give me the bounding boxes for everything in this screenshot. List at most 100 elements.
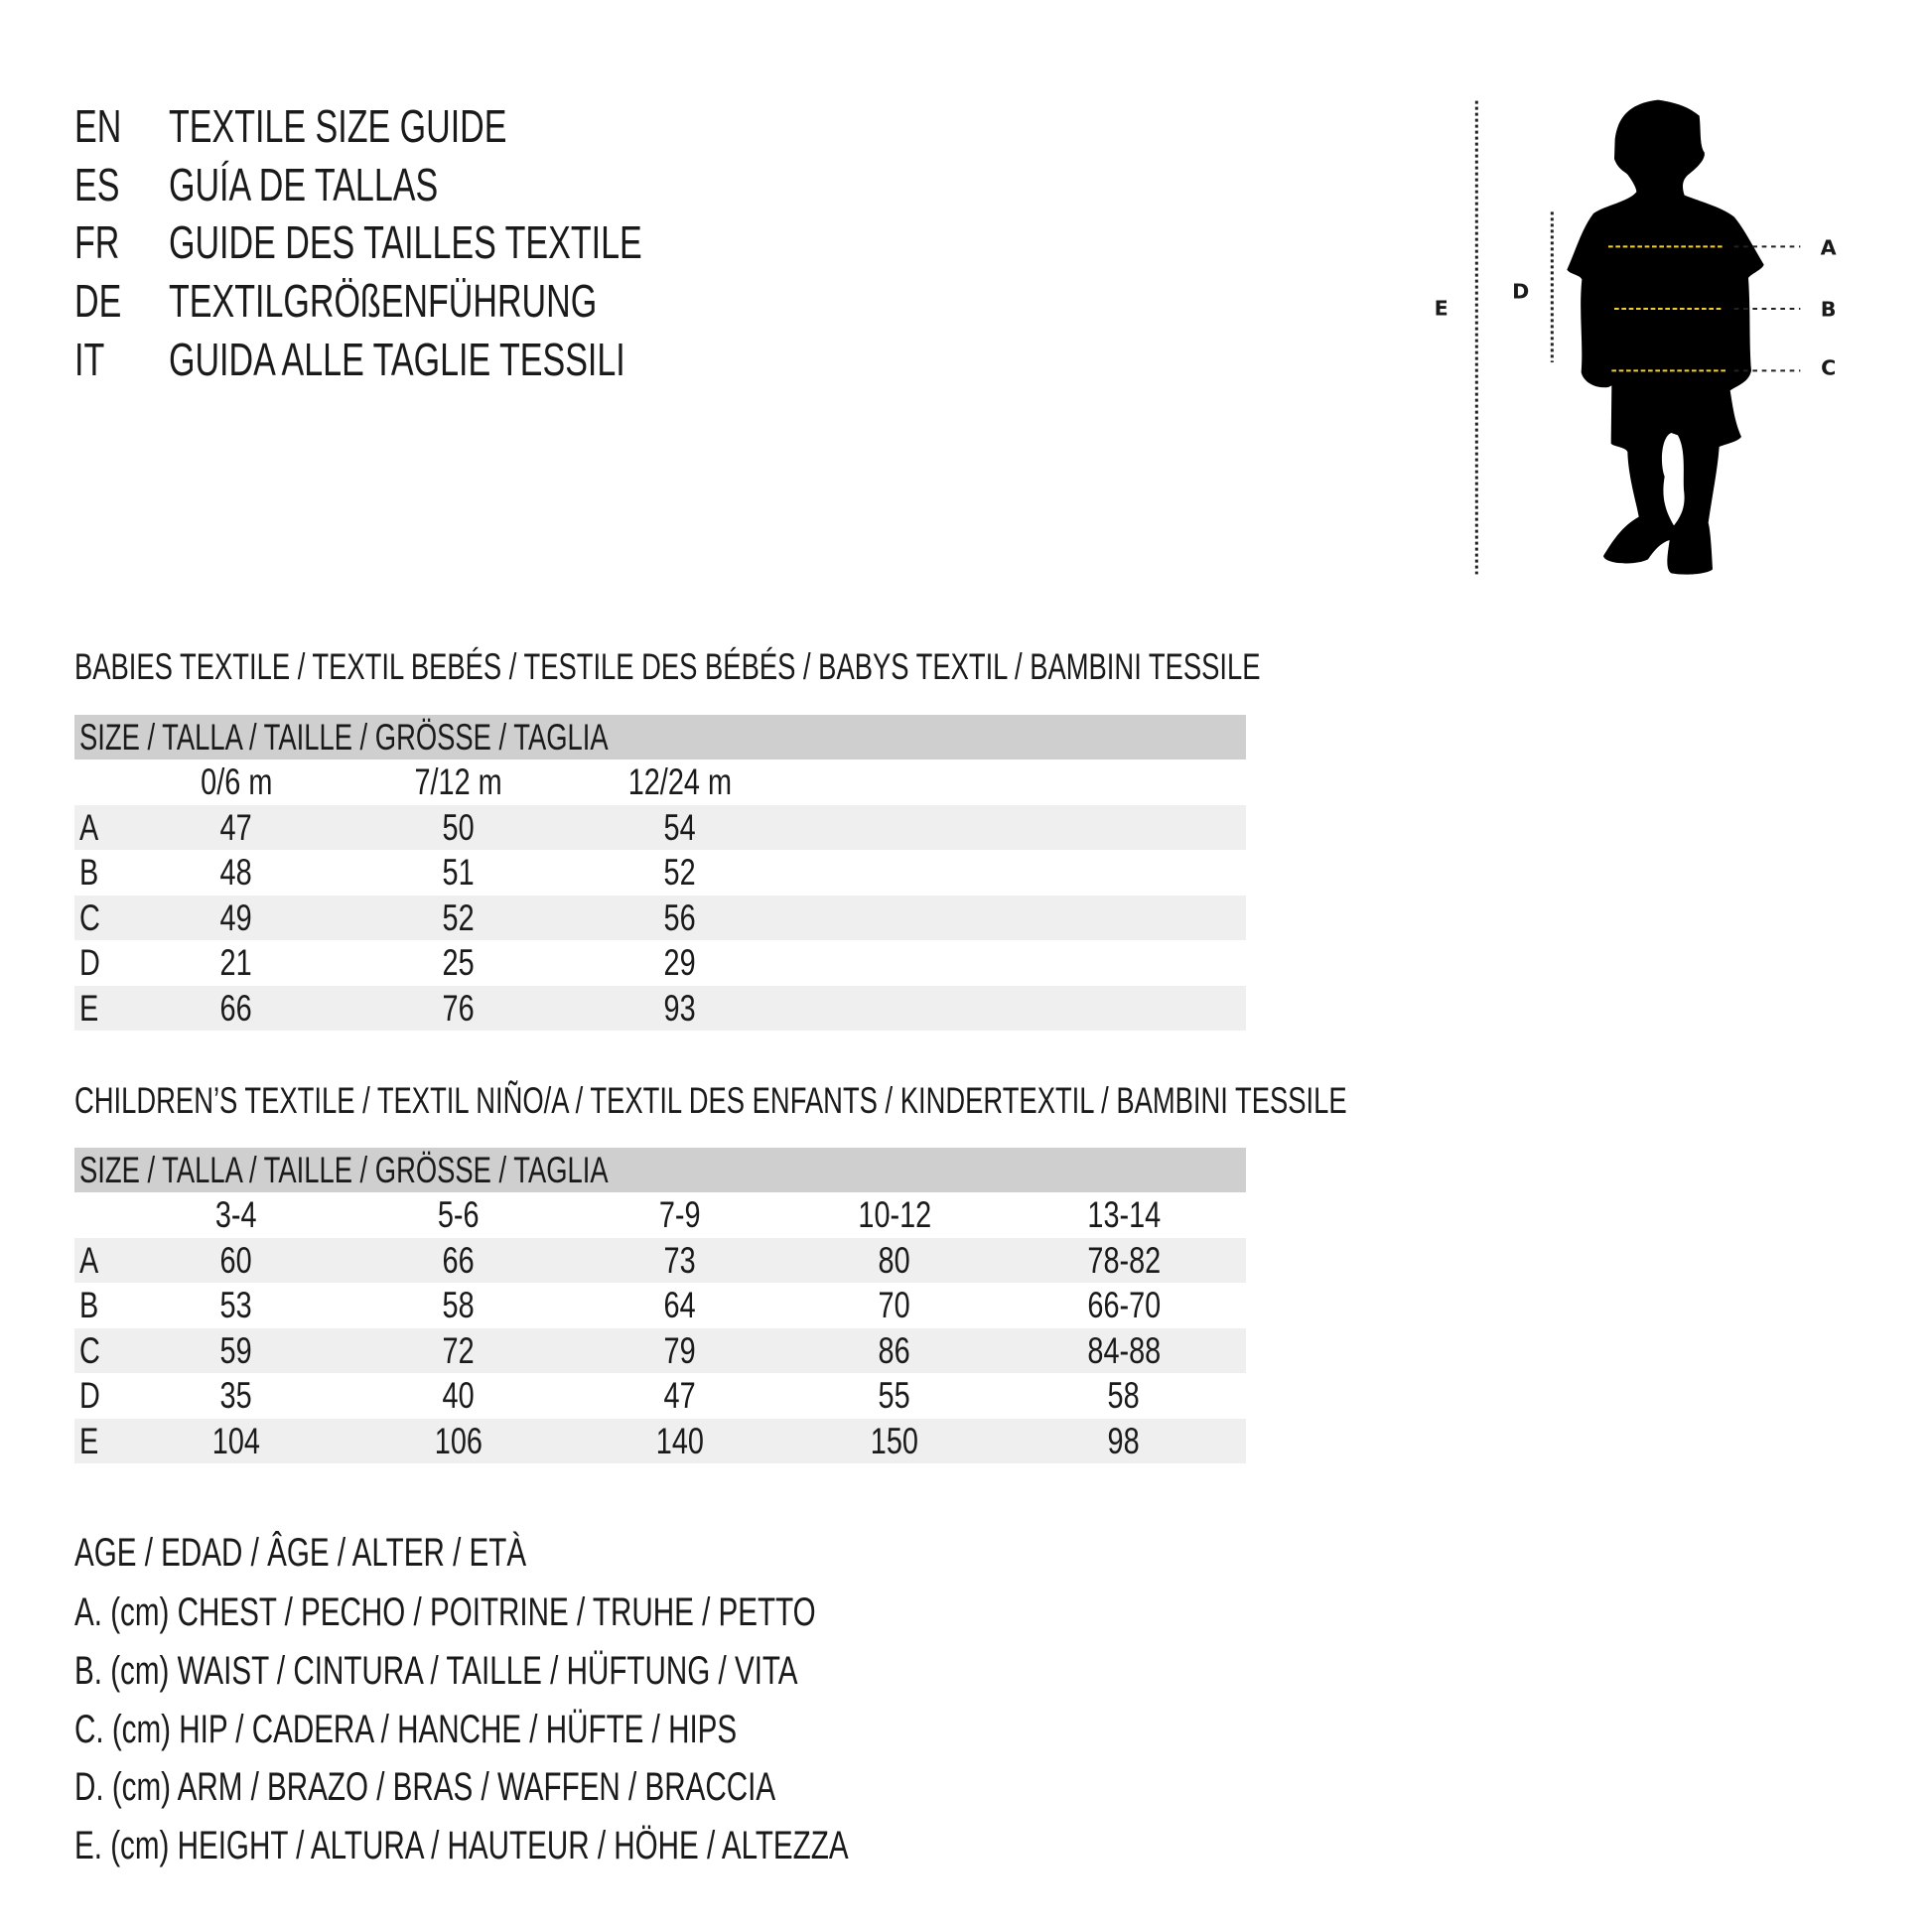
table-row: C 49 52 56 — [74, 895, 1246, 941]
child-silhouette-diagram: A B C D E — [1435, 99, 1837, 575]
cell-value: 84-88 — [1087, 1329, 1161, 1371]
column-header-text: 0/6 m — [200, 761, 273, 802]
cell-value: 47 — [663, 1375, 697, 1416]
table-cell: 66-70 — [1025, 1283, 1223, 1328]
column-header: 7-9 — [581, 1192, 779, 1238]
table-cell: 21 — [137, 940, 336, 986]
table-row: C 59 72 79 86 84-88 — [74, 1327, 1246, 1374]
row-label-text: C — [79, 1329, 100, 1371]
label-e: E — [1435, 296, 1449, 320]
row-label-text: A — [79, 806, 99, 848]
table-cell: 150 — [795, 1419, 994, 1464]
table-cell: 73 — [581, 1238, 779, 1284]
table-cell: 56 — [581, 896, 779, 941]
cell-value: 104 — [211, 1420, 261, 1461]
cell-value: 58 — [1107, 1375, 1141, 1416]
table-cell: 58 — [1025, 1373, 1223, 1419]
row-label: D — [79, 940, 106, 986]
cell-value: 76 — [442, 987, 476, 1029]
cell-value: 98 — [1107, 1420, 1141, 1461]
cell-value: 80 — [878, 1239, 911, 1281]
table-cell: 79 — [581, 1328, 779, 1374]
table-cell: 35 — [137, 1373, 336, 1419]
cell-value: 58 — [442, 1285, 476, 1325]
cell-value: 49 — [219, 897, 253, 938]
legend-text: AGE / EDAD / ÂGE / ALTER / ETÀ — [74, 1531, 527, 1575]
table-cell: 66 — [137, 986, 336, 1032]
row-label-text: D — [79, 942, 100, 983]
cell-value: 40 — [442, 1375, 476, 1416]
child-silhouette — [1567, 99, 1764, 575]
table-cell: 64 — [581, 1283, 779, 1328]
table-row: A 47 50 54 — [74, 804, 1246, 851]
table-cell: 50 — [359, 805, 558, 851]
table-row: D 21 25 29 — [74, 940, 1246, 986]
table-cell: 70 — [795, 1283, 994, 1328]
row-label: B — [79, 1283, 104, 1328]
babies-title-text: BABIES TEXTILE / TEXTIL BEBÉS / TESTILE … — [74, 646, 1261, 687]
table-cell: 52 — [359, 896, 558, 941]
cell-value: 79 — [663, 1329, 697, 1371]
children-title-text: CHILDREN’S TEXTILE / TEXTIL NIÑO/A / TEX… — [74, 1080, 1347, 1121]
row-label-text: D — [79, 1375, 100, 1416]
column-header-row: 0/6 m 7/12 m 12/24 m — [74, 759, 1246, 805]
label-b: B — [1821, 297, 1837, 321]
table-row: B 48 51 52 — [74, 850, 1246, 896]
cell-value: 25 — [442, 942, 476, 983]
cell-value: 50 — [442, 806, 476, 848]
cell-value: 29 — [663, 942, 697, 983]
cell-value: 52 — [663, 852, 697, 893]
cell-value: 55 — [878, 1375, 911, 1416]
table-row: E 66 76 93 — [74, 985, 1246, 1032]
label-a: A — [1821, 236, 1837, 260]
row-label: E — [79, 1419, 104, 1464]
table-cell: 53 — [137, 1283, 336, 1328]
table-cell: 40 — [359, 1373, 558, 1419]
babies-section-title: BABIES TEXTILE / TEXTIL BEBÉS / TESTILE … — [74, 644, 1677, 690]
leg-gap — [1661, 433, 1685, 526]
row-label-text: E — [79, 1420, 99, 1461]
cell-value: 48 — [219, 852, 253, 893]
cell-value: 86 — [878, 1329, 911, 1371]
column-header: 3-4 — [137, 1192, 336, 1238]
table-row: A 60 66 73 80 78-82 — [74, 1237, 1246, 1284]
title-text: GUÍA DE TALLAS — [169, 159, 439, 210]
row-label: E — [79, 986, 104, 1032]
row-label: D — [79, 1373, 106, 1419]
column-header: 0/6 m — [137, 759, 336, 805]
cell-value: 66 — [219, 987, 253, 1029]
cell-value: 59 — [219, 1329, 253, 1371]
legend-text: B. (cm) WAIST / CINTURA / TAILLE / HÜFTU… — [74, 1649, 798, 1693]
row-label-text: B — [79, 852, 99, 893]
legend-chest: A. (cm) CHEST / PECHO / POITRINE / TRUHE… — [74, 1587, 1076, 1637]
column-header-text: 10-12 — [858, 1194, 931, 1235]
cell-value: 73 — [663, 1239, 697, 1281]
row-label: C — [79, 896, 106, 941]
table-cell: 93 — [581, 986, 779, 1032]
table-cell: 58 — [359, 1283, 558, 1328]
cell-value: 53 — [219, 1285, 253, 1325]
table-cell: 54 — [581, 805, 779, 851]
table-cell: 76 — [359, 986, 558, 1032]
table-cell: 29 — [581, 940, 779, 986]
cell-value: 64 — [663, 1285, 697, 1325]
table-cell: 140 — [581, 1419, 779, 1464]
title-text: GUIDA ALLE TAGLIE TESSILI — [169, 334, 625, 385]
cell-value: 66-70 — [1087, 1285, 1161, 1325]
size-header-text: SIZE / TALLA / TAILLE / GRÖSSE / TAGLIA — [79, 1150, 609, 1190]
legend-hip: C. (cm) HIP / CADERA / HANCHE / HÜFTE / … — [74, 1705, 970, 1754]
cell-value: 51 — [442, 852, 476, 893]
column-header: 13-14 — [1025, 1192, 1223, 1238]
cell-value: 52 — [442, 897, 476, 938]
table-cell: 49 — [137, 896, 336, 941]
row-label-text: E — [79, 987, 99, 1029]
legend-text: C. (cm) HIP / CADERA / HANCHE / HÜFTE / … — [74, 1708, 738, 1751]
row-label: A — [79, 805, 104, 851]
cell-value: 35 — [219, 1375, 253, 1416]
table-cell: 55 — [795, 1373, 994, 1419]
cell-value: 60 — [219, 1239, 253, 1281]
table-cell: 98 — [1025, 1419, 1223, 1464]
title-text: TEXTILE SIZE GUIDE — [169, 100, 507, 152]
table-cell: 106 — [359, 1419, 558, 1464]
column-header: 12/24 m — [581, 759, 779, 805]
